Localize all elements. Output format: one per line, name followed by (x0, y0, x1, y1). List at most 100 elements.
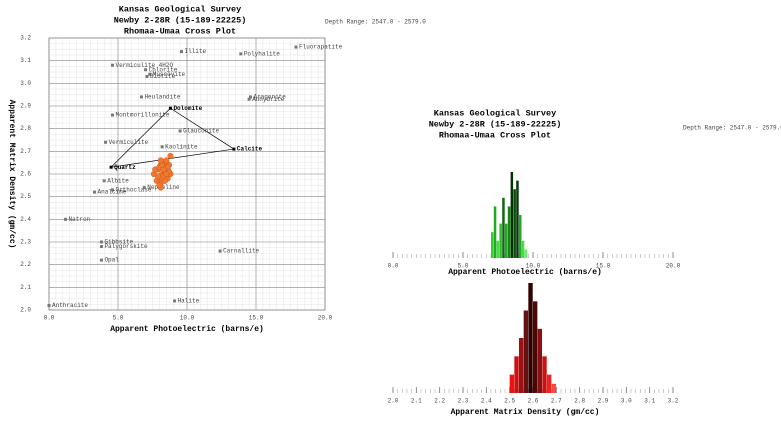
lithology-triangle (170, 107, 235, 150)
data-point (167, 152, 174, 159)
depth-range: Depth Range: 2547.0 - 2579.0 (325, 19, 426, 26)
mineral-label: Glauconite (183, 128, 219, 135)
chart-title: Rhomaa-Umaa Cross Plot (439, 130, 551, 140)
mineral-label: Calcite (237, 146, 263, 153)
histogram-bar (507, 206, 511, 258)
mineral-point (99, 240, 103, 244)
histogram-bar (521, 240, 525, 258)
histogram-bar (547, 374, 552, 393)
mineral-label: Dolomite (173, 105, 202, 112)
y-tick-label: 2.1 (20, 284, 31, 291)
x-axis-label: Apparent Photoelectric (barns/e) (448, 268, 602, 277)
x-tick-label: 5.0 (113, 315, 124, 322)
x-tick-label: 15.0 (596, 263, 611, 270)
y-tick-label: 3.0 (20, 80, 31, 87)
y-tick-label: 2.9 (20, 103, 31, 110)
data-point (163, 170, 170, 177)
data-point (163, 157, 170, 164)
histogram-bar (502, 197, 505, 258)
mineral-label: Polyhalite (244, 50, 280, 57)
mineral-point (102, 179, 106, 183)
lithology-triangle (111, 148, 234, 168)
chart-title: Rhomaa-Umaa Cross Plot (124, 26, 236, 36)
mineral-point (142, 186, 146, 190)
x-tick-label: 3.1 (644, 398, 655, 405)
mineral-label: Chlorite (149, 66, 178, 73)
x-tick-label: 3.2 (668, 398, 679, 405)
x-tick-label: 2.4 (481, 398, 492, 405)
x-axis-label: Apparent Matrix Density (gm/cc) (451, 408, 600, 417)
mineral-point (168, 106, 172, 110)
mineral-point (104, 140, 108, 144)
x-tick-label: 2.1 (411, 398, 422, 405)
mineral-point (93, 190, 97, 194)
mineral-point (99, 258, 103, 262)
x-tick-label: 2.6 (528, 398, 539, 405)
data-point (161, 177, 168, 184)
mineral-label: Gibbsite (104, 239, 133, 246)
mineral-label: Anthracite (52, 302, 88, 309)
histogram-bar (510, 172, 514, 258)
histogram-bar (499, 223, 502, 258)
depth-range: Depth Range: 2547.0 - 2579.0 (683, 125, 781, 132)
x-tick-label: 2.5 (504, 398, 515, 405)
mineral-label: Kaolinite (165, 143, 198, 150)
histogram-bar (491, 232, 494, 258)
mineral-label: Orthoclase (115, 186, 151, 193)
x-tick-label: 5.0 (458, 263, 469, 270)
x-tick-label: 2.2 (434, 398, 445, 405)
x-tick-label: 2.0 (388, 398, 399, 405)
x-tick-label: 0.0 (44, 315, 55, 322)
histogram-bar (528, 283, 533, 393)
histogram-bar (513, 189, 516, 258)
mineral-label: Carnallite (223, 248, 259, 255)
mineral-point (239, 52, 243, 56)
mineral-point (139, 95, 143, 99)
x-tick-label: 10.0 (180, 315, 195, 322)
x-tick-label: 20.0 (318, 315, 333, 322)
y-tick-label: 2.3 (20, 239, 31, 246)
mineral-label: Analcime (98, 189, 127, 196)
mineral-label: Muscovite (153, 71, 186, 78)
mineral-point (179, 50, 183, 54)
y-tick-label: 2.7 (20, 148, 31, 155)
mineral-point (148, 72, 152, 76)
histogram-bar (516, 180, 519, 258)
mineral-label: Illite (184, 48, 206, 55)
histogram-bar (542, 356, 547, 393)
mineral-label: Anhydrite (252, 96, 285, 103)
mineral-point (144, 68, 148, 72)
histogram-bar (537, 328, 543, 393)
x-tick-label: 20.0 (666, 263, 681, 270)
histogram-bar (496, 240, 500, 258)
mineral-point (64, 217, 68, 221)
y-tick-label: 3.2 (20, 35, 31, 42)
mineral-label: Aragonite (253, 94, 286, 101)
mineral-label: Biotite (150, 73, 176, 80)
x-tick-label: 3.0 (621, 398, 632, 405)
histogram-bar (533, 301, 538, 393)
chart-title: Kansas Geological Survey (119, 4, 241, 14)
data-point (155, 173, 162, 180)
mineral-point (109, 165, 113, 169)
histogram-bar (523, 310, 529, 393)
chart-title: Newby 2-28R (15-189-22225) (429, 119, 562, 129)
y-tick-label: 2.2 (20, 261, 31, 268)
y-tick-label: 3.1 (20, 57, 31, 64)
mineral-label: Albite (107, 177, 129, 184)
x-tick-label: 2.7 (551, 398, 562, 405)
y-axis-label: Apparent Matrix Density (gm/cc) (7, 100, 16, 249)
mineral-label: Montmorillonite (115, 112, 169, 119)
histogram-bar (519, 215, 522, 258)
mineral-point (294, 45, 298, 49)
x-tick-label: 2.3 (458, 398, 469, 405)
mineral-point (247, 97, 251, 101)
mineral-point (232, 147, 236, 151)
mineral-point (110, 113, 114, 117)
x-tick-label: 2.9 (598, 398, 609, 405)
y-tick-label: 2.5 (20, 193, 31, 200)
mineral-label: Quartz (114, 164, 136, 171)
mineral-label: Palygorskite (104, 243, 148, 250)
y-tick-label: 2.6 (20, 171, 31, 178)
mineral-point (218, 249, 222, 253)
